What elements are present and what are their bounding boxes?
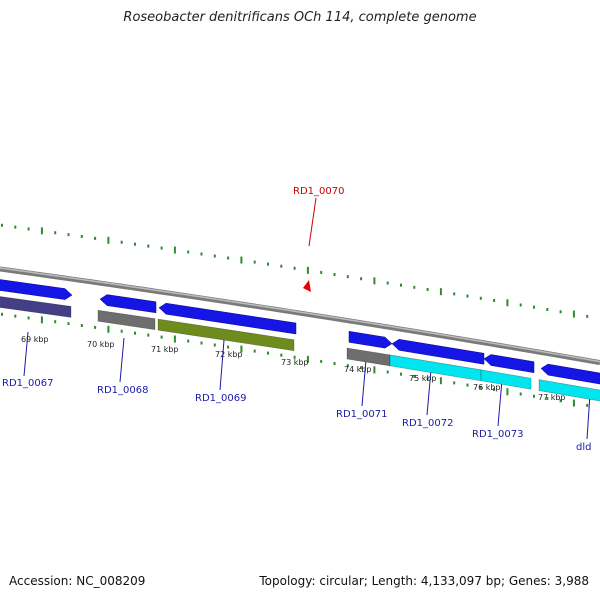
label-leader — [23, 331, 29, 377]
scale-label: 74 kbp — [344, 365, 372, 374]
gene-category-bar — [157, 318, 295, 352]
backbone-highlight — [0, 267, 600, 363]
genome-backbone — [0, 266, 600, 366]
label-leader — [219, 339, 225, 391]
gene-label: RD1_0073 — [472, 429, 523, 440]
accession-text: Accession: NC_008209 — [9, 574, 146, 588]
gene-label: RD1_0067 — [2, 378, 53, 389]
scale-labels: 69 kbp 70 kbp 71 kbp 72 kbp 73 kbp 74 kbp 75 k… — [21, 335, 566, 402]
scale-label: 77 kbp — [538, 393, 566, 402]
position-marker — [303, 280, 311, 292]
gene-category-bar — [480, 369, 532, 390]
gene-label: RD1_0069 — [195, 393, 246, 404]
gene-arrow — [348, 331, 393, 349]
genome-summary-text: Topology: circular; Length: 4,133,097 bp… — [259, 574, 589, 588]
gene-arrow — [158, 302, 297, 335]
position-marker-triangle — [303, 280, 311, 292]
gene-arrow — [0, 279, 73, 300]
label-leader — [426, 369, 432, 416]
gene-label: RD1_0070 — [293, 186, 344, 197]
scale-label: 72 kbp — [215, 350, 243, 359]
label-leader — [308, 197, 317, 247]
genome-title: Roseobacter denitrificans OCh 114, compl… — [123, 10, 477, 25]
scale-label: 76 kbp — [473, 383, 501, 392]
scale-label: 70 kbp — [87, 340, 115, 349]
inner-tick-track — [1, 312, 589, 407]
gene-category-bar — [0, 296, 72, 318]
label-leader — [361, 359, 367, 407]
gene-label: dld — [576, 442, 591, 453]
label-leader — [497, 379, 503, 427]
gene-category-bar — [538, 379, 600, 402]
scale-label: 73 kbp — [281, 358, 309, 367]
gene-labels: RD1_0067 RD1_0068 RD1_0069 RD1_0070 RD1_0071… — [2, 186, 591, 453]
gene-track — [0, 279, 600, 402]
label-leader — [586, 393, 591, 440]
gene-label: RD1_0072 — [402, 418, 453, 429]
backbone-line — [0, 266, 600, 366]
label-leader-lines — [23, 197, 591, 440]
gene-arrow — [99, 294, 157, 314]
scale-label: 75 kbp — [409, 374, 437, 383]
gene-label: RD1_0068 — [97, 385, 148, 396]
scale-label: 71 kbp — [151, 345, 179, 354]
gene-category-bar — [97, 309, 156, 330]
gene-arrow — [540, 363, 600, 385]
scale-label: 69 kbp — [21, 335, 49, 344]
gene-arrow — [483, 354, 535, 373]
gene-category-bar — [346, 347, 391, 367]
gene-label: RD1_0071 — [336, 409, 387, 420]
outer-tick-track — [1, 223, 589, 318]
label-leader — [119, 337, 125, 383]
